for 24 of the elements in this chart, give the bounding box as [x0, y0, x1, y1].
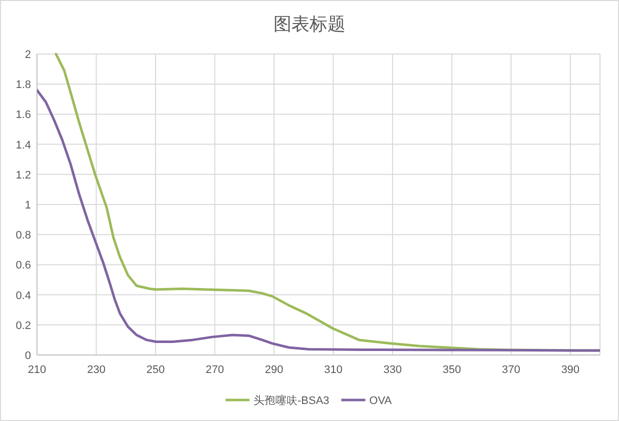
x-tick-label: 390: [561, 364, 580, 376]
y-tick-label: 1.4: [16, 139, 31, 152]
x-tick-label: 370: [502, 364, 520, 376]
y-tick-label: 0.4: [16, 290, 31, 302]
x-tick-label: 230: [87, 364, 106, 376]
y-tick-label: 0.6: [16, 260, 31, 272]
x-tick-label: 310: [324, 364, 342, 376]
y-tick-label: 1.8: [16, 79, 31, 92]
x-tick-label: 250: [146, 364, 165, 376]
y-tick-label: 1.6: [16, 109, 31, 122]
y-tick-label: 1: [24, 200, 31, 212]
x-tick-label: 210: [28, 364, 46, 376]
legend-label: 头孢噻呋-BSA3: [254, 394, 330, 407]
x-tick-label: 290: [264, 364, 284, 376]
chart-title: 图表标题: [274, 14, 346, 34]
x-tick-label: 270: [206, 364, 224, 376]
y-tick-label: 0.8: [16, 230, 31, 242]
y-tick-label: 1.2: [16, 169, 31, 182]
y-tick-label: 0: [24, 350, 31, 362]
x-tick-label: 330: [383, 364, 402, 376]
x-tick-label: 350: [442, 364, 462, 376]
y-tick-label: 2: [24, 49, 31, 61]
y-tick-label: 0.2: [16, 320, 31, 332]
legend-label: OVA: [369, 395, 392, 407]
